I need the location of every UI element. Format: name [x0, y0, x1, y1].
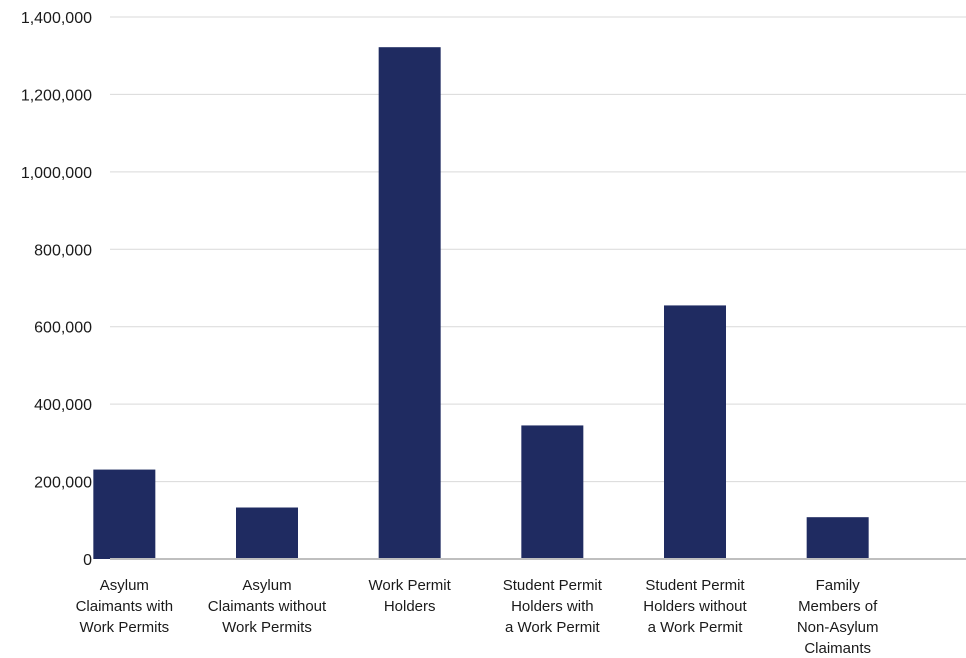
- y-axis-ticks: 0 200,000 400,000 600,000 800,000 1,000,000 1,…: [21, 10, 92, 569]
- bar: [806, 517, 869, 559]
- x-category-label: Holders: [384, 598, 436, 615]
- x-category-label: Holders with: [511, 598, 594, 615]
- x-category-label: a Work Permit: [505, 619, 601, 636]
- y-tick-label: 1,400,000: [21, 10, 92, 27]
- y-tick-label: 1,200,000: [21, 87, 92, 104]
- y-tick-label: 600,000: [34, 320, 92, 337]
- bars: [93, 47, 869, 559]
- x-category-label: Asylum: [242, 577, 291, 594]
- x-category-label: Claimants with: [76, 598, 174, 615]
- x-category-label: Members of: [798, 598, 878, 615]
- x-category-label: Work Permits: [79, 619, 169, 636]
- x-category-label: Work Permit: [369, 577, 452, 594]
- x-category-label: Student Permit: [645, 577, 745, 594]
- x-category-label: Claimants without: [208, 598, 327, 615]
- x-axis-labels: Asylum Claimants with Work Permits Asylum Cl…: [76, 577, 879, 657]
- bar: [664, 305, 726, 559]
- x-category-label: Holders without: [643, 598, 747, 615]
- x-category-label: Claimants: [804, 640, 871, 657]
- gridlines: [110, 16, 966, 483]
- x-category-label: Non-Asylum: [797, 619, 879, 636]
- y-tick-label: 0: [83, 552, 92, 569]
- x-category-label: Work Permits: [222, 619, 312, 636]
- y-tick-label: 400,000: [34, 397, 92, 414]
- x-category-label: Asylum: [100, 577, 149, 594]
- y-tick-label: 800,000: [34, 242, 92, 259]
- bar: [236, 507, 298, 559]
- bar: [521, 425, 584, 559]
- x-category-label: a Work Permit: [648, 619, 744, 636]
- x-category-label: Family: [816, 577, 861, 594]
- bar: [93, 469, 156, 559]
- bar: [378, 47, 441, 559]
- x-category-label: Student Permit: [503, 577, 603, 594]
- y-tick-label: 1,000,000: [21, 165, 92, 182]
- y-tick-label: 200,000: [34, 475, 92, 492]
